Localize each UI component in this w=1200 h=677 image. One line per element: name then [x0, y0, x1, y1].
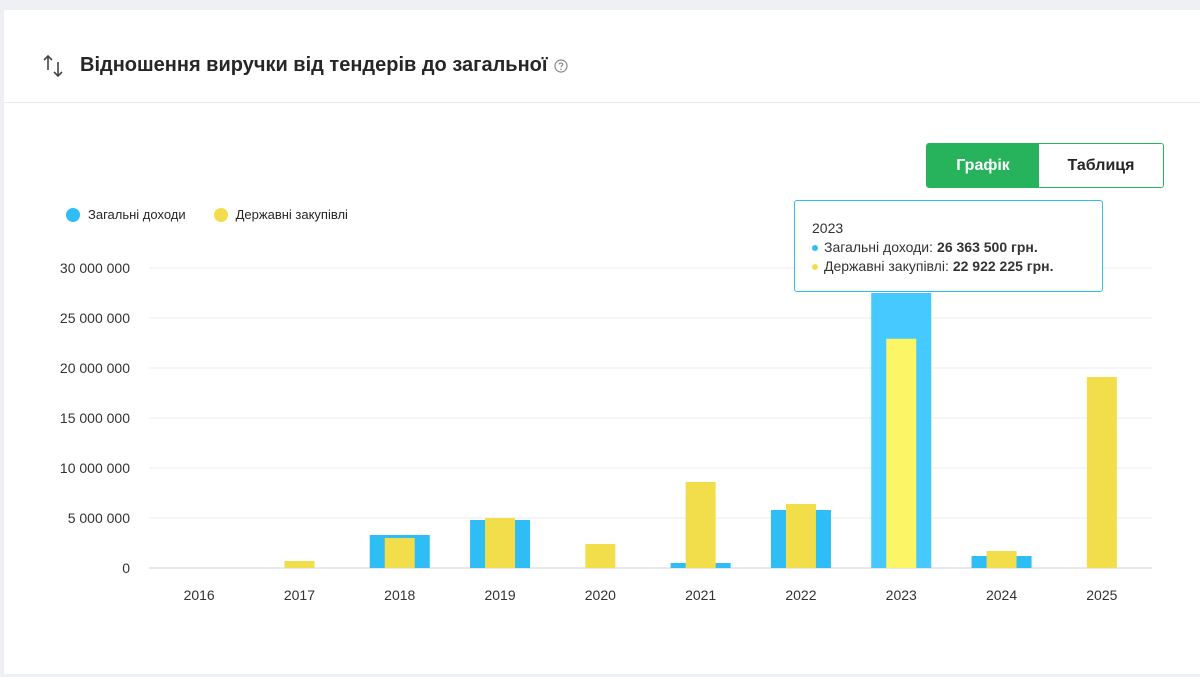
legend-item-procurement[interactable]: Державні закупівлі — [213, 207, 348, 222]
table-view-button[interactable]: Таблиця — [1039, 144, 1163, 187]
x-tick-label: 2019 — [484, 587, 515, 603]
y-tick-label: 0 — [122, 560, 130, 576]
y-tick-label: 15 000 000 — [60, 410, 130, 426]
chart-card: Відношення виручки від тендерів до загал… — [4, 10, 1200, 674]
x-tick-label: 2023 — [886, 587, 917, 603]
bar-procurement — [585, 544, 616, 568]
tooltip-total-value: 26 363 500 грн. — [937, 239, 1038, 255]
y-tick-label: 5 000 000 — [68, 510, 130, 526]
legend-label-procurement: Державні закупівлі — [235, 207, 348, 222]
y-tick-label: 10 000 000 — [60, 460, 130, 476]
tooltip-dot-procurement — [812, 263, 818, 270]
legend-dot-procurement — [213, 207, 228, 222]
x-tick-label: 2017 — [284, 587, 315, 603]
tooltip-row-total: Загальні доходи: 26 363 500 грн. — [812, 238, 1102, 257]
x-tick-label: 2018 — [384, 587, 415, 603]
tooltip-year: 2023 — [812, 220, 844, 236]
legend-item-total[interactable]: Загальні доходи — [66, 207, 186, 222]
x-tick-label: 2021 — [685, 587, 716, 603]
bar-procurement — [1086, 377, 1117, 568]
bar-procurement — [384, 538, 415, 568]
chart-legend: Загальні доходи Державні закупівлі — [66, 207, 376, 222]
y-tick-label: 25 000 000 — [60, 310, 130, 326]
page-title: Відношення виручки від тендерів до загал… — [80, 54, 568, 77]
bar-procurement — [986, 551, 1017, 568]
bar-procurement — [886, 338, 917, 568]
x-tick-label: 2022 — [785, 587, 816, 603]
question-circle-icon[interactable] — [553, 59, 568, 73]
sort-arrows-icon[interactable] — [41, 53, 71, 83]
bar-procurement — [785, 504, 816, 568]
bar-procurement — [284, 561, 315, 568]
tooltip-dot-total — [812, 244, 818, 251]
x-tick-label: 2016 — [184, 587, 215, 603]
tooltip-procurement-label: Державні закупівлі: — [824, 258, 949, 274]
tooltip-procurement-value: 22 922 225 грн. — [952, 258, 1054, 274]
legend-label-total: Загальні доходи — [88, 207, 186, 222]
y-tick-label: 30 000 000 — [60, 260, 130, 276]
x-tick-label: 2024 — [986, 587, 1017, 603]
tooltip-total-label: Загальні доходи: — [824, 239, 934, 255]
chart-tooltip: 2023 Загальні доходи: 26 363 500 грн. Де… — [794, 200, 1103, 292]
x-tick-label: 2020 — [585, 587, 616, 603]
bar-procurement — [485, 518, 516, 568]
tooltip-row-procurement: Державні закупівлі: 22 922 225 грн. — [812, 257, 1102, 276]
bar-chart: 0 5 000 000 10 000 000 15 000 000 20 000 000… — [60, 260, 1152, 603]
x-tick-label: 2025 — [1086, 587, 1117, 603]
bar-procurement — [685, 482, 716, 568]
page-title-text: Відношення виручки від тендерів до загал… — [80, 54, 548, 76]
chart-view-button[interactable]: Графік — [927, 144, 1039, 187]
view-toggle: Графік Таблиця — [926, 143, 1164, 188]
card-header: Відношення виручки від тендерів до загал… — [4, 10, 1200, 103]
legend-dot-total — [66, 207, 80, 222]
y-tick-label: 20 000 000 — [60, 360, 130, 376]
